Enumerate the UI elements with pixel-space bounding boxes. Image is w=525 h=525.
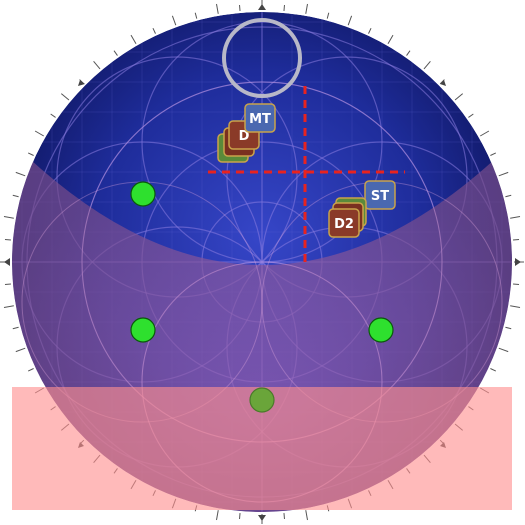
north-arrow-icon	[258, 4, 266, 10]
tick-mark	[498, 171, 509, 177]
tick-mark	[505, 326, 512, 330]
tick-mark	[326, 12, 330, 19]
tick-mark	[239, 4, 241, 12]
tick-mark	[454, 93, 464, 101]
tick-mark	[4, 239, 12, 241]
waymark-b[interactable]	[130, 317, 156, 343]
tick-mark	[3, 216, 14, 219]
tick-mark	[512, 283, 520, 285]
waymarks	[130, 181, 394, 413]
tick-mark	[406, 50, 411, 56]
northwest-arrow-icon	[78, 80, 85, 86]
tick-mark	[490, 152, 497, 156]
tick-mark	[387, 34, 394, 45]
east-arrow-icon	[515, 258, 521, 266]
tick-mark	[479, 130, 490, 137]
waymark-a[interactable]	[130, 181, 156, 207]
token-stack-dps[interactable]: D	[217, 120, 260, 163]
tick-mark	[152, 27, 156, 34]
tick-mark	[305, 510, 308, 521]
tick-mark	[305, 3, 308, 14]
token-mt[interactable]: MT	[244, 103, 276, 133]
tick-mark	[12, 194, 19, 198]
tick-mark	[171, 15, 177, 26]
tick-mark	[34, 130, 45, 137]
tick-mark	[468, 113, 474, 118]
tick-mark	[12, 326, 19, 330]
tick-mark	[347, 15, 353, 26]
tick-mark	[27, 368, 34, 372]
south-arrow-icon	[258, 515, 266, 521]
tick-mark	[216, 3, 219, 14]
tick-mark	[130, 34, 137, 45]
token-st[interactable]: ST	[364, 180, 396, 210]
tick-mark	[27, 152, 34, 156]
northeast-arrow-icon	[440, 80, 446, 86]
tick-mark	[512, 239, 520, 241]
tick-mark	[15, 347, 26, 353]
tick-mark	[15, 171, 26, 177]
token-d2-label: D2	[334, 217, 354, 232]
tick-mark	[368, 27, 372, 34]
tick-mark	[93, 60, 101, 70]
token-mt-label: MT	[249, 112, 271, 127]
token-stack-d2[interactable]: D2	[328, 197, 367, 238]
tick-mark	[113, 50, 118, 56]
tick-mark	[283, 4, 285, 12]
tick-mark	[216, 510, 219, 521]
tick-mark	[4, 283, 12, 285]
crosshair-guide	[208, 86, 405, 262]
tick-mark	[283, 512, 285, 520]
boss-target-ring	[222, 18, 302, 98]
tick-mark	[60, 93, 70, 101]
tick-mark	[490, 368, 497, 372]
tick-mark	[423, 60, 431, 70]
token-d2[interactable]: D2	[328, 208, 360, 238]
tick-mark	[505, 194, 512, 198]
tick-mark	[239, 512, 241, 520]
west-arrow-icon	[4, 258, 10, 266]
tick-mark	[510, 216, 521, 219]
token-st-label: ST	[371, 189, 389, 204]
tick-mark	[498, 347, 509, 353]
tick-mark	[50, 113, 56, 118]
tick-mark	[3, 305, 14, 308]
waymark-d[interactable]	[249, 387, 275, 413]
waymark-c[interactable]	[368, 317, 394, 343]
tick-mark	[510, 305, 521, 308]
token-d-a-label: D	[239, 129, 250, 144]
tick-mark	[194, 12, 198, 19]
